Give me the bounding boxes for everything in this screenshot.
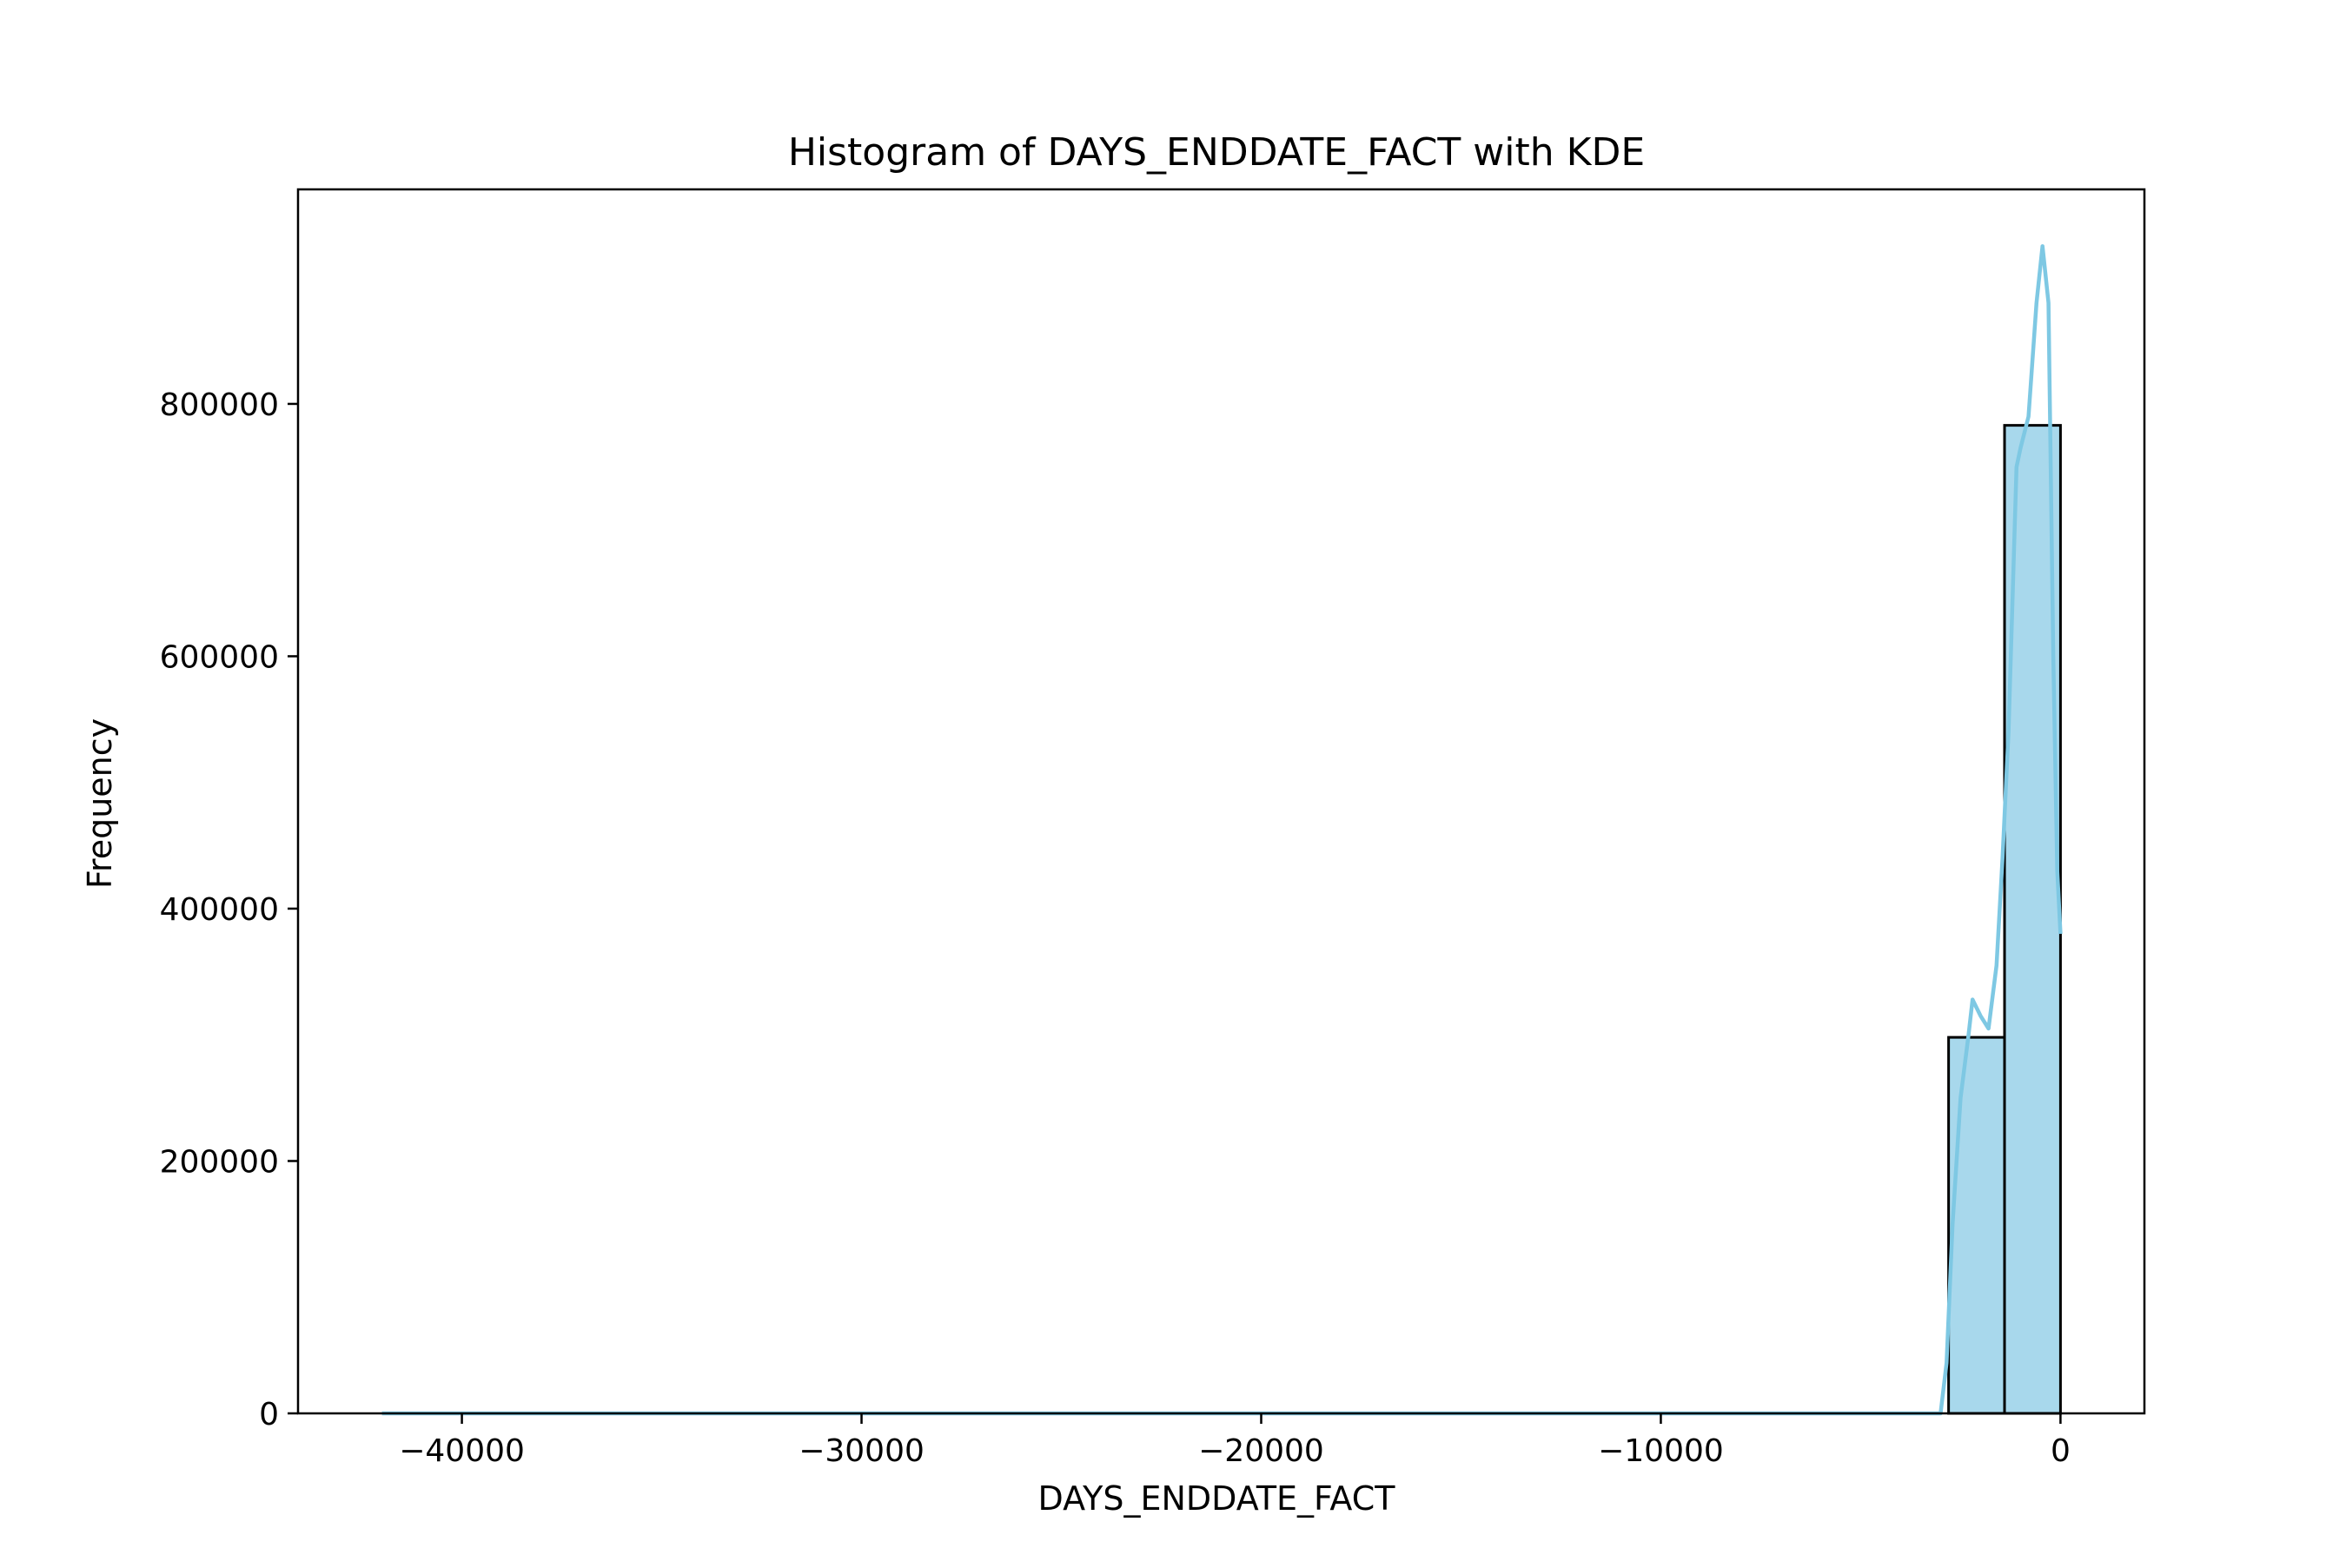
chart-title: Histogram of DAYS_ENDDATE_FACT with KDE — [788, 130, 1645, 175]
histogram-bars — [1947, 424, 2062, 1415]
y-tick-label: 600000 — [160, 639, 279, 675]
y-axis-ticks: 0 200000 400000 600000 800000 — [160, 387, 298, 1432]
x-tick-label: 0 — [2051, 1433, 2071, 1469]
x-tick-label: −40000 — [399, 1433, 525, 1469]
x-tick-label: −30000 — [799, 1433, 924, 1469]
y-tick-label: 200000 — [160, 1144, 279, 1180]
y-axis-label: Frequency — [81, 718, 119, 889]
y-tick-label: 0 — [259, 1397, 279, 1432]
y-tick-label: 800000 — [160, 387, 279, 423]
y-tick-label: 400000 — [160, 892, 279, 928]
x-tick-label: −10000 — [1598, 1433, 1724, 1469]
x-axis-ticks: −40000 −30000 −20000 −10000 0 — [399, 1413, 2071, 1469]
x-axis-label: DAYS_ENDDATE_FACT — [1038, 1479, 1396, 1518]
x-tick-label: −20000 — [1198, 1433, 1324, 1469]
plot-frame — [296, 188, 2146, 1415]
histogram-bar-0 — [1947, 1035, 2006, 1415]
